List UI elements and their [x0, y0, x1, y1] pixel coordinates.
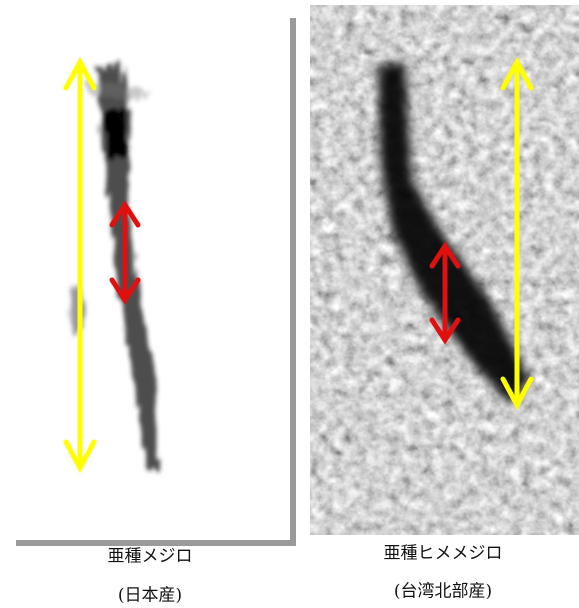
- caption: 亜種メジロ: [108, 547, 193, 567]
- figure: 亜種メジロ (日本産) 亜種ヒメメジロ (台湾北部産): [0, 0, 579, 608]
- caption: 亜種ヒメメジロ: [384, 544, 503, 564]
- page: {"panels": [ {"caption": "亜種メジロ", "origi…: [0, 0, 579, 608]
- origin: (台湾北部産): [394, 582, 492, 602]
- origin: (日本産): [118, 586, 182, 606]
